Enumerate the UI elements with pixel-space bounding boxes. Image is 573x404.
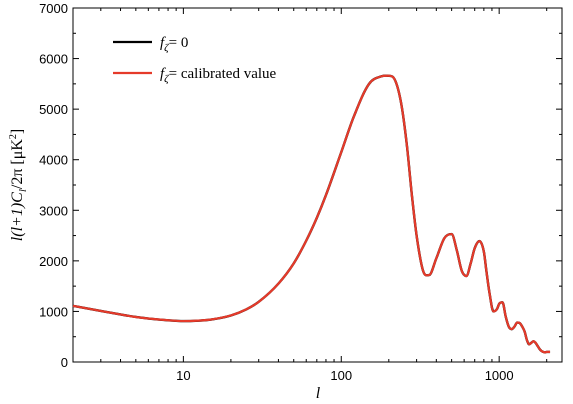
x-tick-label: 100 bbox=[330, 368, 352, 383]
y-tick-label: 5000 bbox=[39, 102, 68, 117]
y-tick-label: 6000 bbox=[39, 52, 68, 67]
x-axis-title: l bbox=[316, 385, 321, 402]
x-axis-ticks: 10 100 1000 bbox=[72, 8, 548, 383]
legend: fζ= 0 fζ= calibrated value bbox=[113, 35, 277, 85]
y-axis-ticks: 0 1000 2000 3000 4000 5000 6000 7000 bbox=[39, 1, 562, 370]
y-tick-label: 4000 bbox=[39, 153, 68, 168]
y-tick-label: 3000 bbox=[39, 203, 68, 218]
y-axis-title: l(l+1)Cl/2π [μK2] bbox=[8, 129, 29, 241]
y-tick-label: 7000 bbox=[39, 1, 68, 16]
y-tick-label: 1000 bbox=[39, 304, 68, 319]
legend-label-series-1: fζ= 0 bbox=[160, 35, 188, 54]
series-line-1 bbox=[72, 74, 551, 354]
plot-frame bbox=[72, 7, 563, 363]
x-tick-label: 10 bbox=[176, 368, 190, 383]
series-line-2 bbox=[72, 74, 551, 354]
y-tick-label: 0 bbox=[61, 355, 68, 370]
y-tick-label: 2000 bbox=[39, 254, 68, 269]
legend-label-series-2: fζ= calibrated value bbox=[160, 66, 277, 85]
x-tick-label: 1000 bbox=[485, 368, 514, 383]
series-layer bbox=[72, 74, 551, 354]
